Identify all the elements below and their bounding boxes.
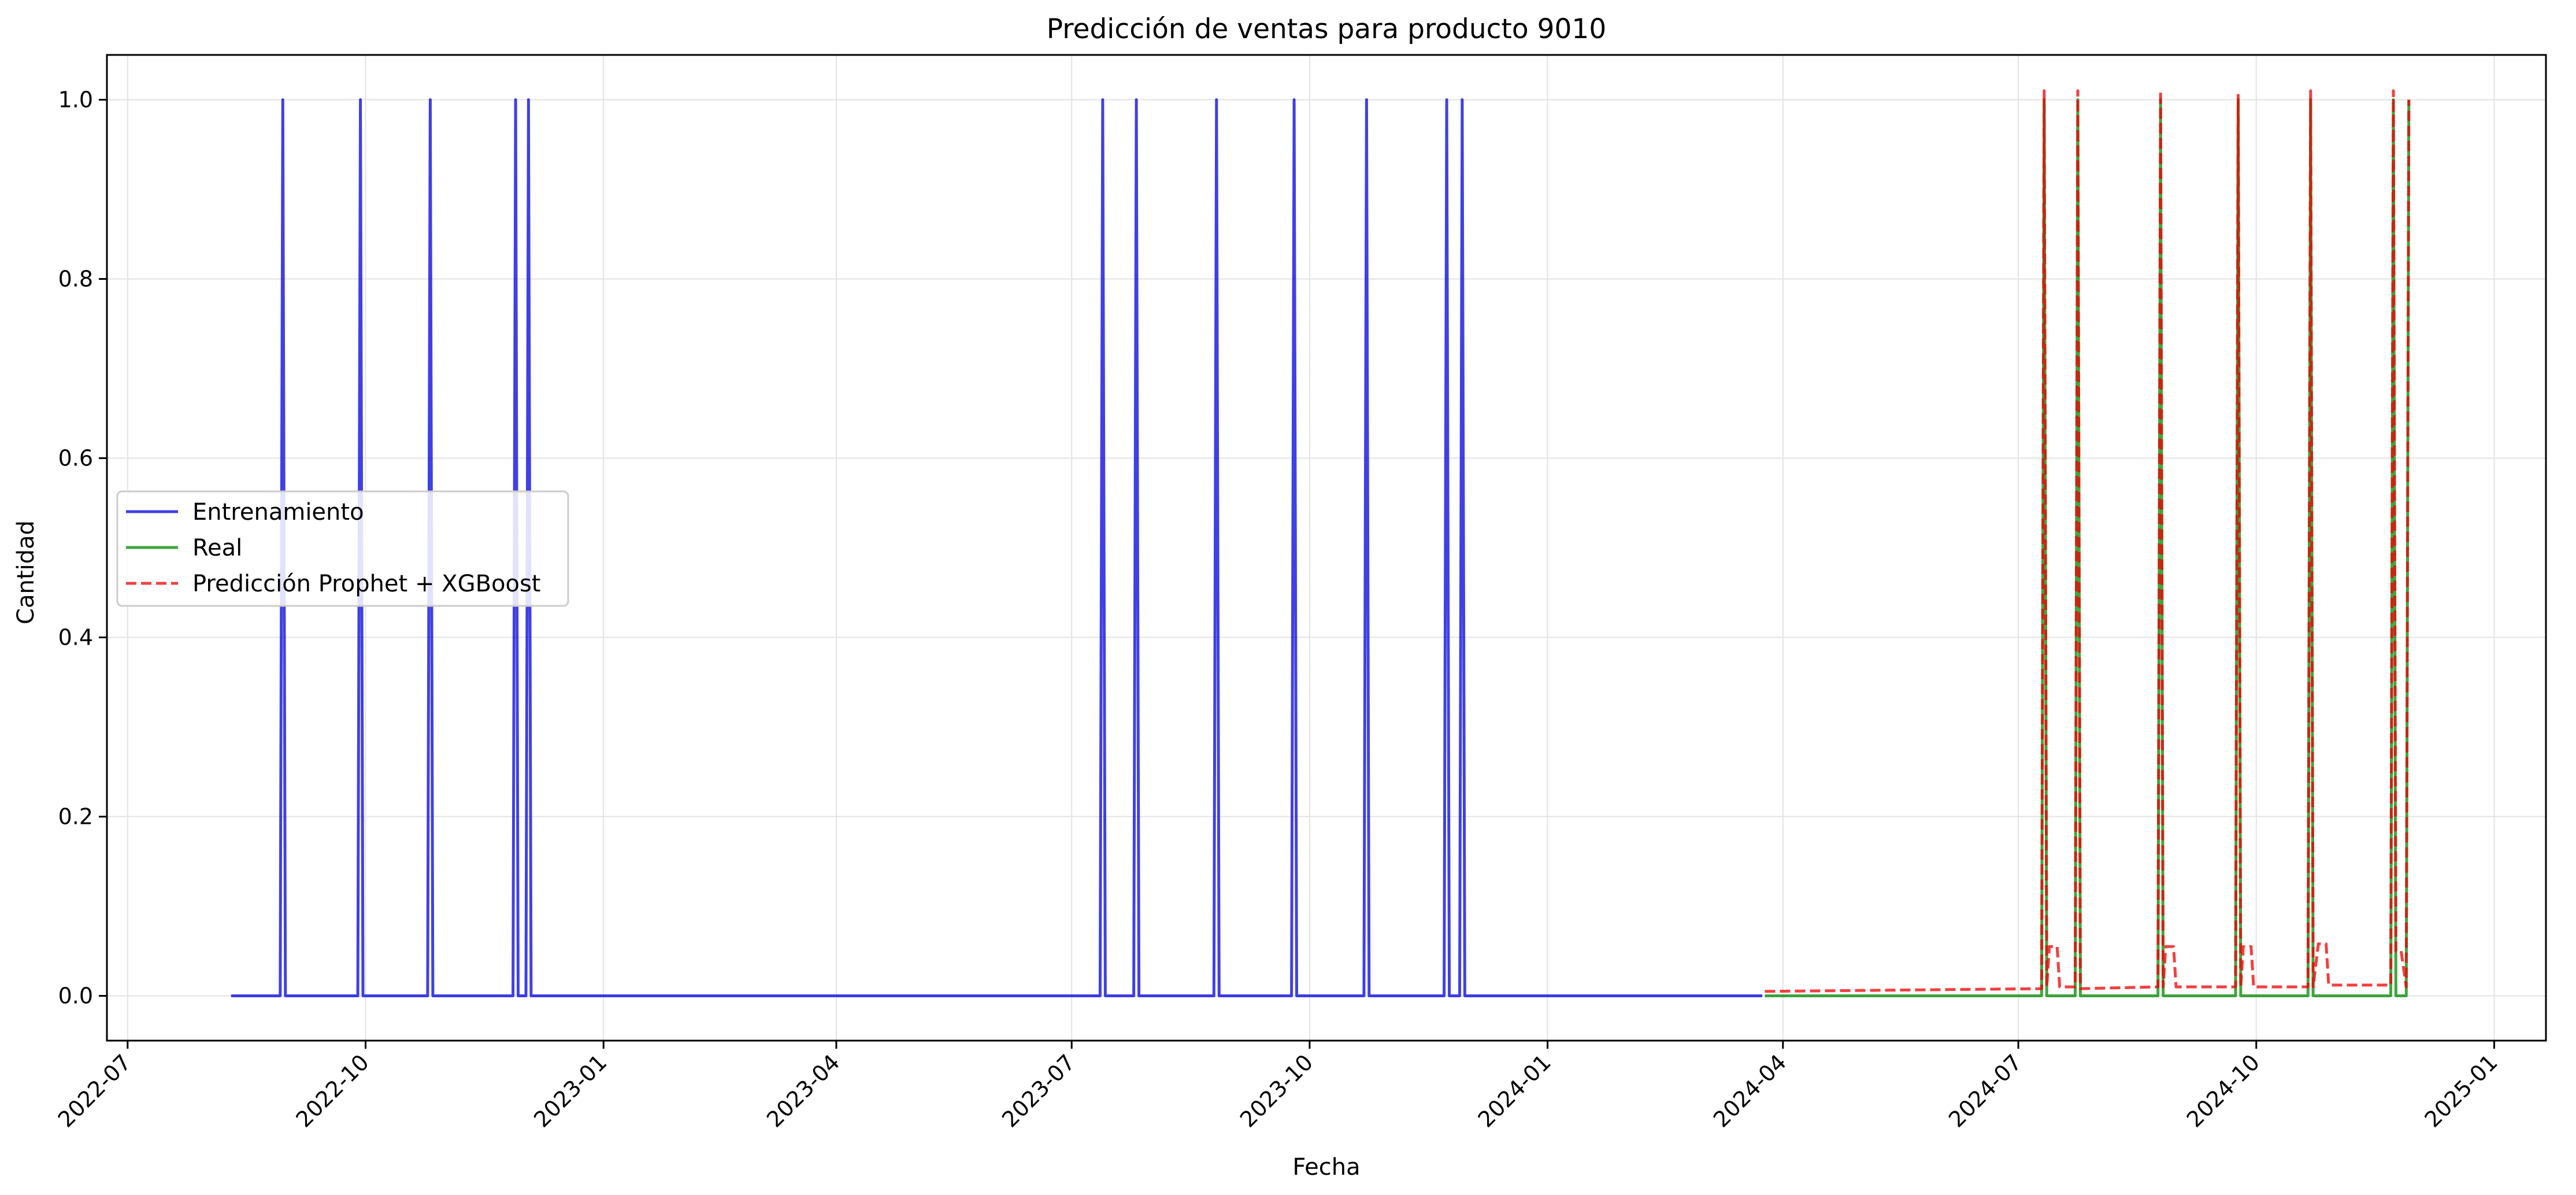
series-layer — [231, 89, 2411, 997]
x-tick-label: 2023-01 — [529, 1049, 611, 1132]
x-tick-label: 2023-04 — [762, 1049, 844, 1132]
y-axis-label: Cantidad — [13, 520, 39, 624]
series-line-3 — [1765, 89, 2411, 993]
legend-label: Entrenamiento — [192, 499, 364, 526]
series-line-2 — [1765, 98, 2411, 997]
x-tick-label: 2024-04 — [1708, 1049, 1791, 1132]
x-tick-label: 2023-07 — [997, 1049, 1080, 1132]
y-tick-label: 0.6 — [58, 446, 93, 471]
series-line-1 — [231, 98, 1763, 997]
y-tick-label: 0.8 — [58, 267, 93, 292]
y-tick-label: 1.0 — [58, 87, 93, 113]
y-axis: 0.0 0.2 0.4 0.6 0.8 1.0 — [58, 87, 107, 1009]
y-tick-label: 0.0 — [58, 983, 93, 1009]
y-tick-label: 0.4 — [58, 625, 93, 650]
plot-frame — [106, 54, 2547, 1042]
x-tick-label: 2022-07 — [53, 1049, 136, 1132]
legend-label: Predicción Prophet + XGBoost — [192, 571, 540, 597]
x-tick-label: 2023-10 — [1235, 1049, 1318, 1132]
legend: Entrenamiento Real Predicción Prophet + XG… — [116, 490, 569, 607]
x-tick-label: 2025-01 — [2419, 1049, 2502, 1132]
x-axis: 2022-07 2022-10 2023-01 2023-04 2023-07 2023-… — [53, 1041, 2503, 1133]
legend-label: Real — [192, 535, 242, 561]
y-tick-label: 0.2 — [58, 804, 93, 830]
x-tick-label: 2024-07 — [1944, 1049, 2026, 1132]
legend-box — [116, 490, 569, 607]
x-tick-label: 2024-01 — [1473, 1049, 1556, 1132]
chart-title: Predicción de ventas para producto 9010 — [1047, 13, 1606, 45]
x-tick-label: 2022-10 — [291, 1049, 373, 1132]
x-axis-label: Fecha — [1292, 1154, 1360, 1181]
x-tick-label: 2024-10 — [2182, 1049, 2264, 1132]
